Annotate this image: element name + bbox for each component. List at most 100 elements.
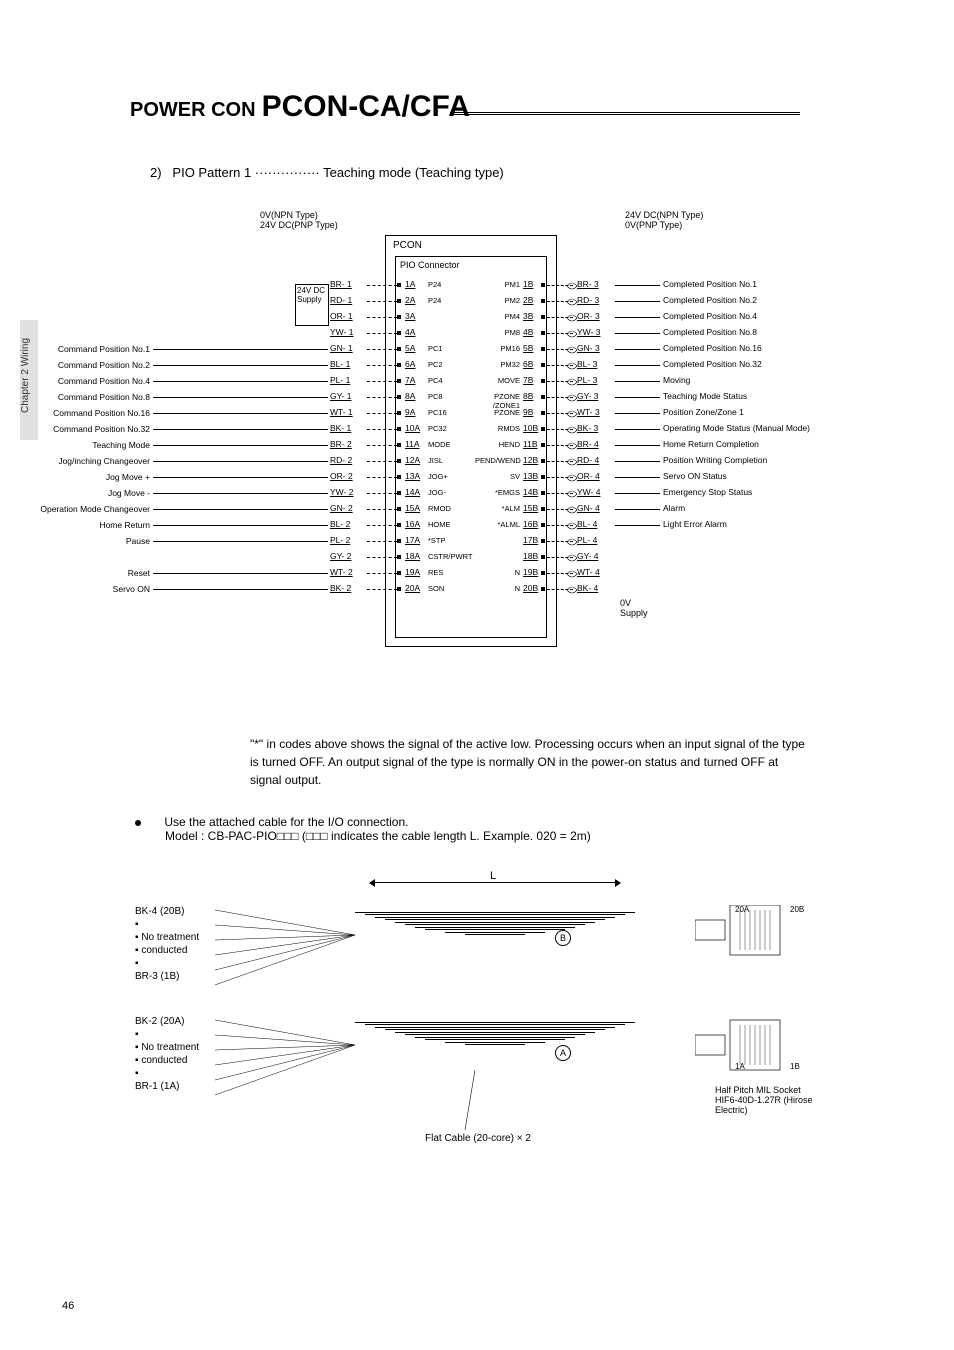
conn-label-1b: 1B	[790, 1062, 800, 1071]
sig-a: RES	[428, 568, 443, 577]
wire-right: BL- 4	[577, 519, 597, 529]
pin-pad-a	[397, 459, 401, 463]
sig-b: PM2	[475, 296, 520, 305]
wire-right: BK- 4	[577, 583, 598, 593]
right-signal-label: Completed Position No.8	[663, 327, 757, 337]
sig-a: CSTR/PWRT	[428, 552, 472, 561]
wire-right: PL- 3	[577, 375, 597, 385]
pin-pad-a	[397, 347, 401, 351]
dash-left	[367, 397, 397, 398]
sig-b: PEND/WEND	[475, 456, 520, 465]
pin-b: 17B	[523, 535, 538, 545]
title-main: PCON-CA/CFA	[262, 90, 470, 124]
conn-label-20a: 20A	[735, 905, 749, 914]
pin-pad-b	[541, 395, 545, 399]
right-signal-label: Completed Position No.32	[663, 359, 762, 369]
wire-right: PL- 4	[577, 535, 597, 545]
pin-pad-b	[541, 475, 545, 479]
pin-a: 6A	[405, 359, 415, 369]
wire-right: WT- 4	[577, 567, 600, 577]
left-signal-label: Jog Move +	[10, 472, 150, 482]
pin-a: 9A	[405, 407, 415, 417]
line-to-box	[615, 509, 660, 510]
gate-right	[565, 552, 579, 567]
line-from-label	[153, 413, 328, 414]
gate-right	[565, 360, 579, 375]
line-from-label	[153, 445, 328, 446]
line-from-label	[153, 381, 328, 382]
gate-right	[565, 520, 579, 535]
wire-left: BK- 2	[330, 583, 351, 593]
dash-left	[367, 413, 397, 414]
sig-b: PZONE	[475, 408, 520, 417]
pin-pad-b	[541, 507, 545, 511]
sig-a: PC16	[428, 408, 447, 417]
gate-right	[565, 504, 579, 519]
sig-a: PC32	[428, 424, 447, 433]
dash-left	[367, 477, 397, 478]
dash-left	[367, 381, 397, 382]
type-right: 24V DC(NPN Type) 0V(PNP Type)	[625, 210, 703, 230]
pin-b: 15B	[523, 503, 538, 513]
wire-right: RD- 3	[577, 295, 599, 305]
line-to-box	[615, 413, 660, 414]
pin-pad-a	[397, 539, 401, 543]
wire-group-top: BK-4 (20B) ▪ ▪ No treatment ▪ conducted …	[135, 905, 199, 983]
gate-right	[565, 344, 579, 359]
line-to-box	[615, 301, 660, 302]
pin-a: 11A	[405, 439, 420, 449]
right-signal-label: Light Error Alarm	[663, 519, 727, 529]
pin-pad-b	[541, 555, 545, 559]
left-signal-label: Jog/inching Changeover	[10, 456, 150, 466]
left-signal-label: Command Position No.8	[10, 392, 150, 402]
wire-right: OR- 3	[577, 311, 600, 321]
sig-b: MOVE	[475, 376, 520, 385]
sig-b: N	[475, 584, 520, 593]
dash-left	[367, 333, 397, 334]
sig-b: *ALML	[475, 520, 520, 529]
line-from-label	[153, 349, 328, 350]
splay-top	[215, 905, 365, 1005]
wire-left: WT- 2	[330, 567, 353, 577]
line-to-box	[615, 461, 660, 462]
gate-right	[565, 584, 579, 599]
pin-pad-a	[397, 331, 401, 335]
wire-right: GN- 3	[577, 343, 600, 353]
line-from-label	[153, 397, 328, 398]
line-to-box	[615, 349, 660, 350]
flat-callout	[435, 1070, 495, 1135]
right-signal-label: Completed Position No.2	[663, 295, 757, 305]
right-signal-label: Completed Position No.16	[663, 343, 762, 353]
wire-right: YW- 3	[577, 327, 600, 337]
pin-pad-b	[541, 491, 545, 495]
pin-pad-a	[397, 299, 401, 303]
pin-b: 3B	[523, 311, 533, 321]
pin-a: 8A	[405, 391, 415, 401]
pin-pad-a	[397, 363, 401, 367]
length-dimension-line	[375, 882, 615, 883]
pin-pad-b	[541, 315, 545, 319]
wire-right: GN- 4	[577, 503, 600, 513]
gate-right	[565, 456, 579, 471]
wire-left: BK- 1	[330, 423, 351, 433]
line-to-box	[615, 365, 660, 366]
sig-a: HOME	[428, 520, 451, 529]
pin-pad-a	[397, 571, 401, 575]
pin-pad-b	[541, 587, 545, 591]
sig-b: PM32	[475, 360, 520, 369]
left-signal-label: Command Position No.1	[10, 344, 150, 354]
sig-b: *ALM	[475, 504, 520, 513]
pin-a: 19A	[405, 567, 420, 577]
line-from-label	[153, 541, 328, 542]
pin-b: 13B	[523, 471, 538, 481]
wire-right: RD- 4	[577, 455, 599, 465]
sig-a: *STP	[428, 536, 446, 545]
pin-pad-a	[397, 475, 401, 479]
wire-left: PL- 1	[330, 375, 350, 385]
line-from-label	[153, 525, 328, 526]
gate-right	[565, 408, 579, 423]
pin-pad-b	[541, 363, 545, 367]
right-signal-label: Moving	[663, 375, 690, 385]
pin-pad-b	[541, 411, 545, 415]
pin-pad-b	[541, 459, 545, 463]
